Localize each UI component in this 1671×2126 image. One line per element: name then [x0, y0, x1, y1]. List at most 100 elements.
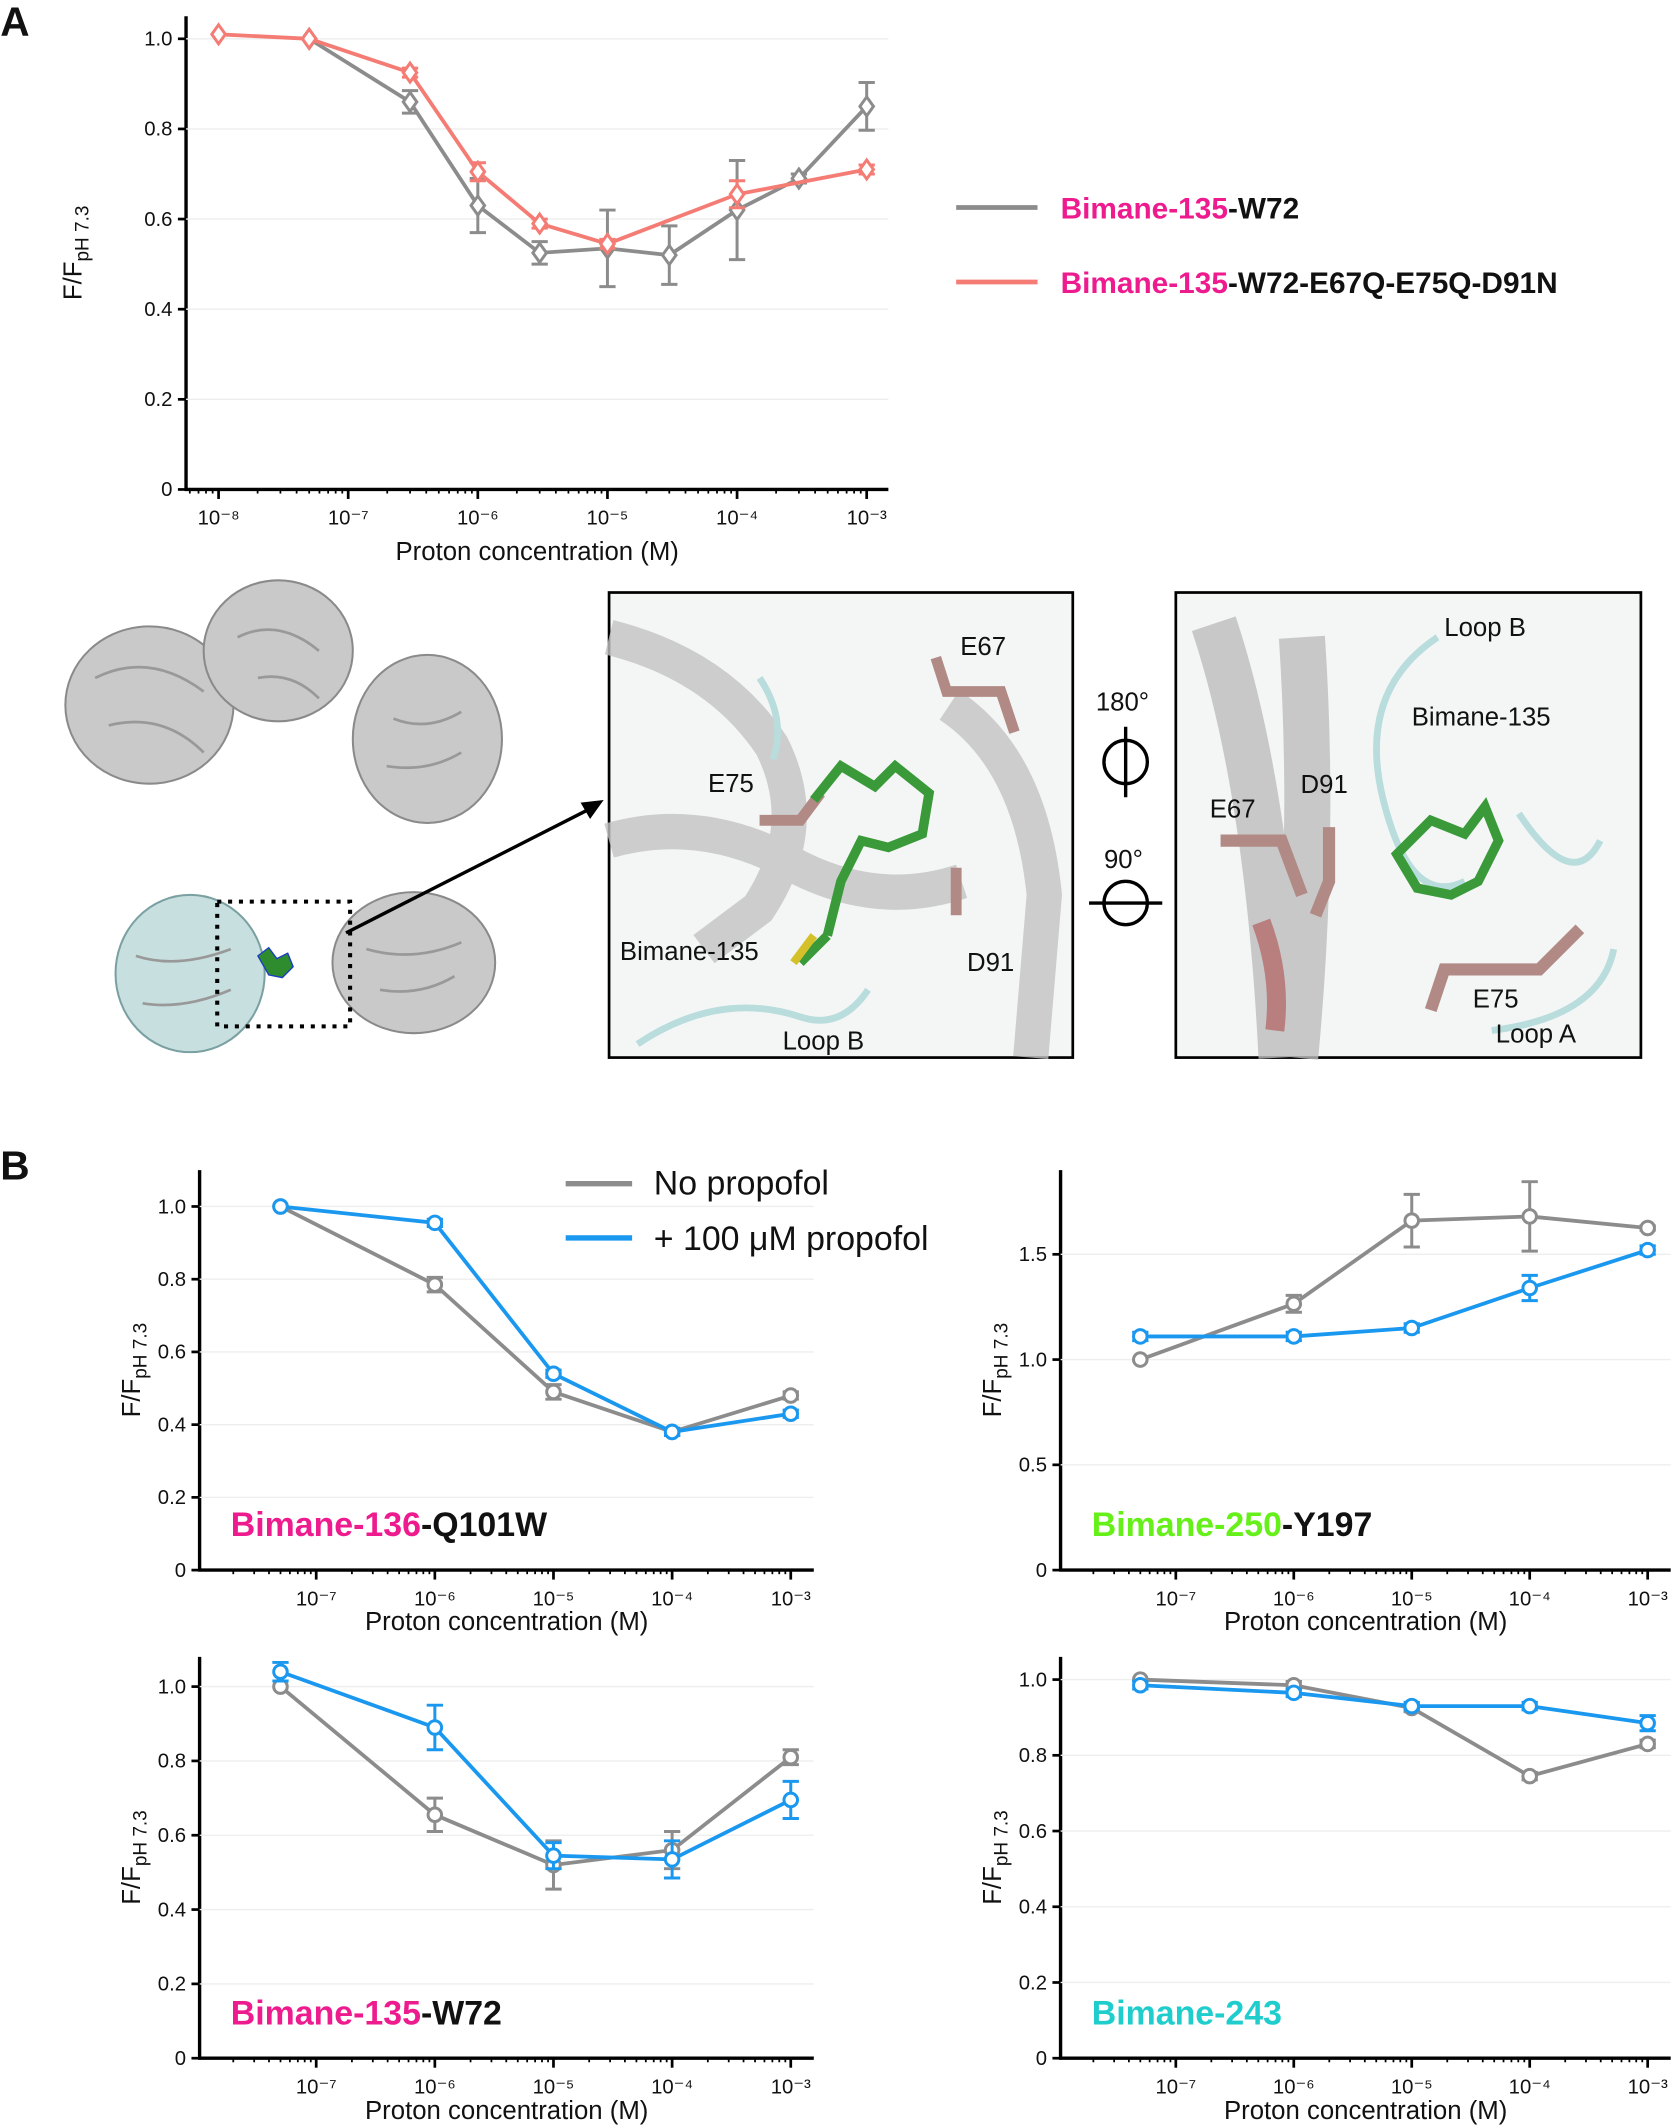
y-axis-label: F/FpH 7.3 [979, 1323, 1013, 1418]
legend-a-entry-2: Bimane-135-W72-E67Q-E75Q-D91N [1061, 267, 1558, 300]
label-e67: E67 [1210, 796, 1256, 824]
y-axis-label: F/FpH 7.3 [118, 1810, 152, 1905]
y-tick-label: 0.4 [158, 1899, 186, 1921]
chart-b3: 0 0.2 0.4 0.6 0.8 1.0 10⁻⁷ 10⁻⁶ 10⁻⁵ 10⁻⁴ 10⁻³ Prot… [118, 1656, 814, 2125]
data-point [469, 159, 487, 184]
data-point [1639, 1241, 1656, 1259]
data-point [1285, 1684, 1303, 1702]
x-tick-label: 10⁻⁵ [533, 1588, 575, 1610]
x-tick-label: 10⁻⁶ [1273, 2076, 1315, 2098]
panel-label-b: B [0, 1143, 29, 1189]
legend-a-entry-1: Bimane-135-W72 [1061, 192, 1300, 225]
x-tick-label: 10⁻³ [771, 2076, 811, 2098]
y-tick-label: 1.0 [144, 29, 172, 51]
x-axis-label: Proton concentration (M) [365, 1608, 648, 1636]
x-tick-label: 10⁻⁷ [1155, 2076, 1196, 2098]
y-tick-label: 0.4 [1019, 1897, 1047, 1919]
data-point [1403, 1697, 1421, 1715]
data-point [1132, 1676, 1149, 1694]
data-point [782, 1748, 800, 1766]
label-bimane-135: Bimane-135 [620, 938, 759, 966]
data-point [531, 240, 549, 265]
y-tick-label: 0.8 [158, 1269, 186, 1291]
data-point [1639, 1735, 1656, 1753]
construct-label: Bimane-250-Y197 [1092, 1506, 1373, 1544]
legend-a: Bimane-135-W72 Bimane-135-W72-E67Q-E75Q-… [956, 192, 1558, 300]
label-loop-b: Loop B [1444, 614, 1526, 642]
data-point [272, 1663, 289, 1681]
data-point [782, 1405, 800, 1423]
series-line [218, 32, 868, 246]
data-point [1639, 1714, 1656, 1732]
y-tick-label: 0.8 [158, 1751, 186, 1773]
chart-b2: 0 0.5 1.0 1.5 10⁻⁷ 10⁻⁶ 10⁻⁵ 10⁻⁴ 10⁻³ Proton con… [979, 1170, 1671, 1636]
y-tick-label: 0.6 [1019, 1821, 1047, 1843]
data-point [426, 1719, 444, 1736]
y-tick-label: 1.0 [158, 1196, 186, 1218]
arrow-head-icon [580, 799, 604, 819]
panel-label-a: A [0, 0, 29, 44]
y-tick-label: 0.6 [158, 1825, 186, 1847]
y-tick-label: 0.2 [144, 389, 172, 411]
series-line [1140, 1683, 1648, 1726]
charts: 0 0.2 0.4 0.6 0.8 1.0 10⁻⁸ 10⁻⁷ 10⁻⁶ 10⁻⁵ 10⁻⁴ 10⁻³… [60, 16, 1671, 2125]
y-tick-label: 0 [175, 1560, 186, 1582]
data-point [1521, 1279, 1538, 1297]
data-point [545, 1847, 562, 1864]
label-d91: D91 [1301, 771, 1348, 799]
y-tick-label: 0 [1036, 1560, 1047, 1582]
y-tick-label: 0.4 [158, 1414, 186, 1436]
data-point [426, 1806, 444, 1824]
label-e75: E75 [708, 770, 754, 798]
data-point [858, 94, 876, 119]
x-tick-label: 10⁻⁷ [1155, 1588, 1196, 1610]
data-point [1132, 1351, 1149, 1368]
x-tick-label: 10⁻⁵ [587, 508, 629, 530]
series-color [209, 22, 876, 256]
data-point [469, 193, 487, 218]
data-point [545, 1383, 562, 1401]
chart-b4: 0 0.2 0.4 0.6 0.8 1.0 10⁻⁷ 10⁻⁶ 10⁻⁵ 10⁻⁴ 10⁻³ Prot… [979, 1656, 1671, 2125]
y-axis-label: F/FpH 7.3 [979, 1810, 1013, 1905]
protein-structure-overview [64, 579, 604, 1054]
x-axis-label: Proton concentration (M) [365, 2097, 648, 2125]
series-line [308, 37, 869, 258]
y-tick-label: 0 [161, 479, 172, 501]
data-point [1285, 1295, 1303, 1313]
data-point [401, 60, 419, 85]
y-axis-label: F/FpH 7.3 [118, 1323, 152, 1418]
label-e67: E67 [960, 633, 1006, 661]
data-point [1403, 1212, 1421, 1229]
label-d91: D91 [967, 949, 1014, 977]
y-tick-label: 1.0 [158, 1676, 186, 1698]
y-tick-label: 0.5 [1019, 1455, 1047, 1477]
y-tick-label: 0.8 [1019, 1745, 1047, 1767]
bimane-ligand [257, 946, 294, 979]
data-point [272, 1198, 289, 1215]
data-point [1132, 1328, 1149, 1345]
x-tick-label: 10⁻⁸ [198, 508, 240, 530]
construct-label: Bimane-243 [1092, 1994, 1282, 2032]
data-point [300, 26, 318, 51]
x-tick-label: 10⁻⁶ [1273, 1588, 1315, 1610]
x-tick-label: 10⁻⁶ [457, 508, 499, 530]
y-tick-label: 0.6 [144, 209, 172, 231]
label-e75: E75 [1473, 985, 1519, 1013]
rotation-90-label: 90° [1104, 846, 1143, 874]
data-point [663, 1851, 681, 1868]
x-tick-label: 10⁻⁵ [1391, 2076, 1433, 2098]
data-point [728, 182, 746, 207]
label-loop-a: Loop A [1496, 1021, 1577, 1049]
legend-b-entry-1: No propofol [654, 1165, 829, 1203]
data-point [401, 89, 419, 114]
legend-b-entry-2: + 100 μM propofol [654, 1220, 929, 1258]
x-tick-label: 10⁻⁷ [296, 2076, 337, 2098]
x-tick-label: 10⁻⁴ [1509, 2076, 1551, 2098]
x-tick-label: 10⁻⁴ [716, 508, 758, 530]
series-color [1132, 1241, 1656, 1345]
chart-a: 0 0.2 0.4 0.6 0.8 1.0 10⁻⁸ 10⁻⁷ 10⁻⁶ 10⁻⁵ 10⁻⁴ 10⁻³… [60, 16, 889, 566]
rotation-180-label: 180° [1096, 688, 1149, 716]
arrow [345, 809, 587, 935]
x-tick-label: 10⁻⁷ [296, 1588, 337, 1610]
